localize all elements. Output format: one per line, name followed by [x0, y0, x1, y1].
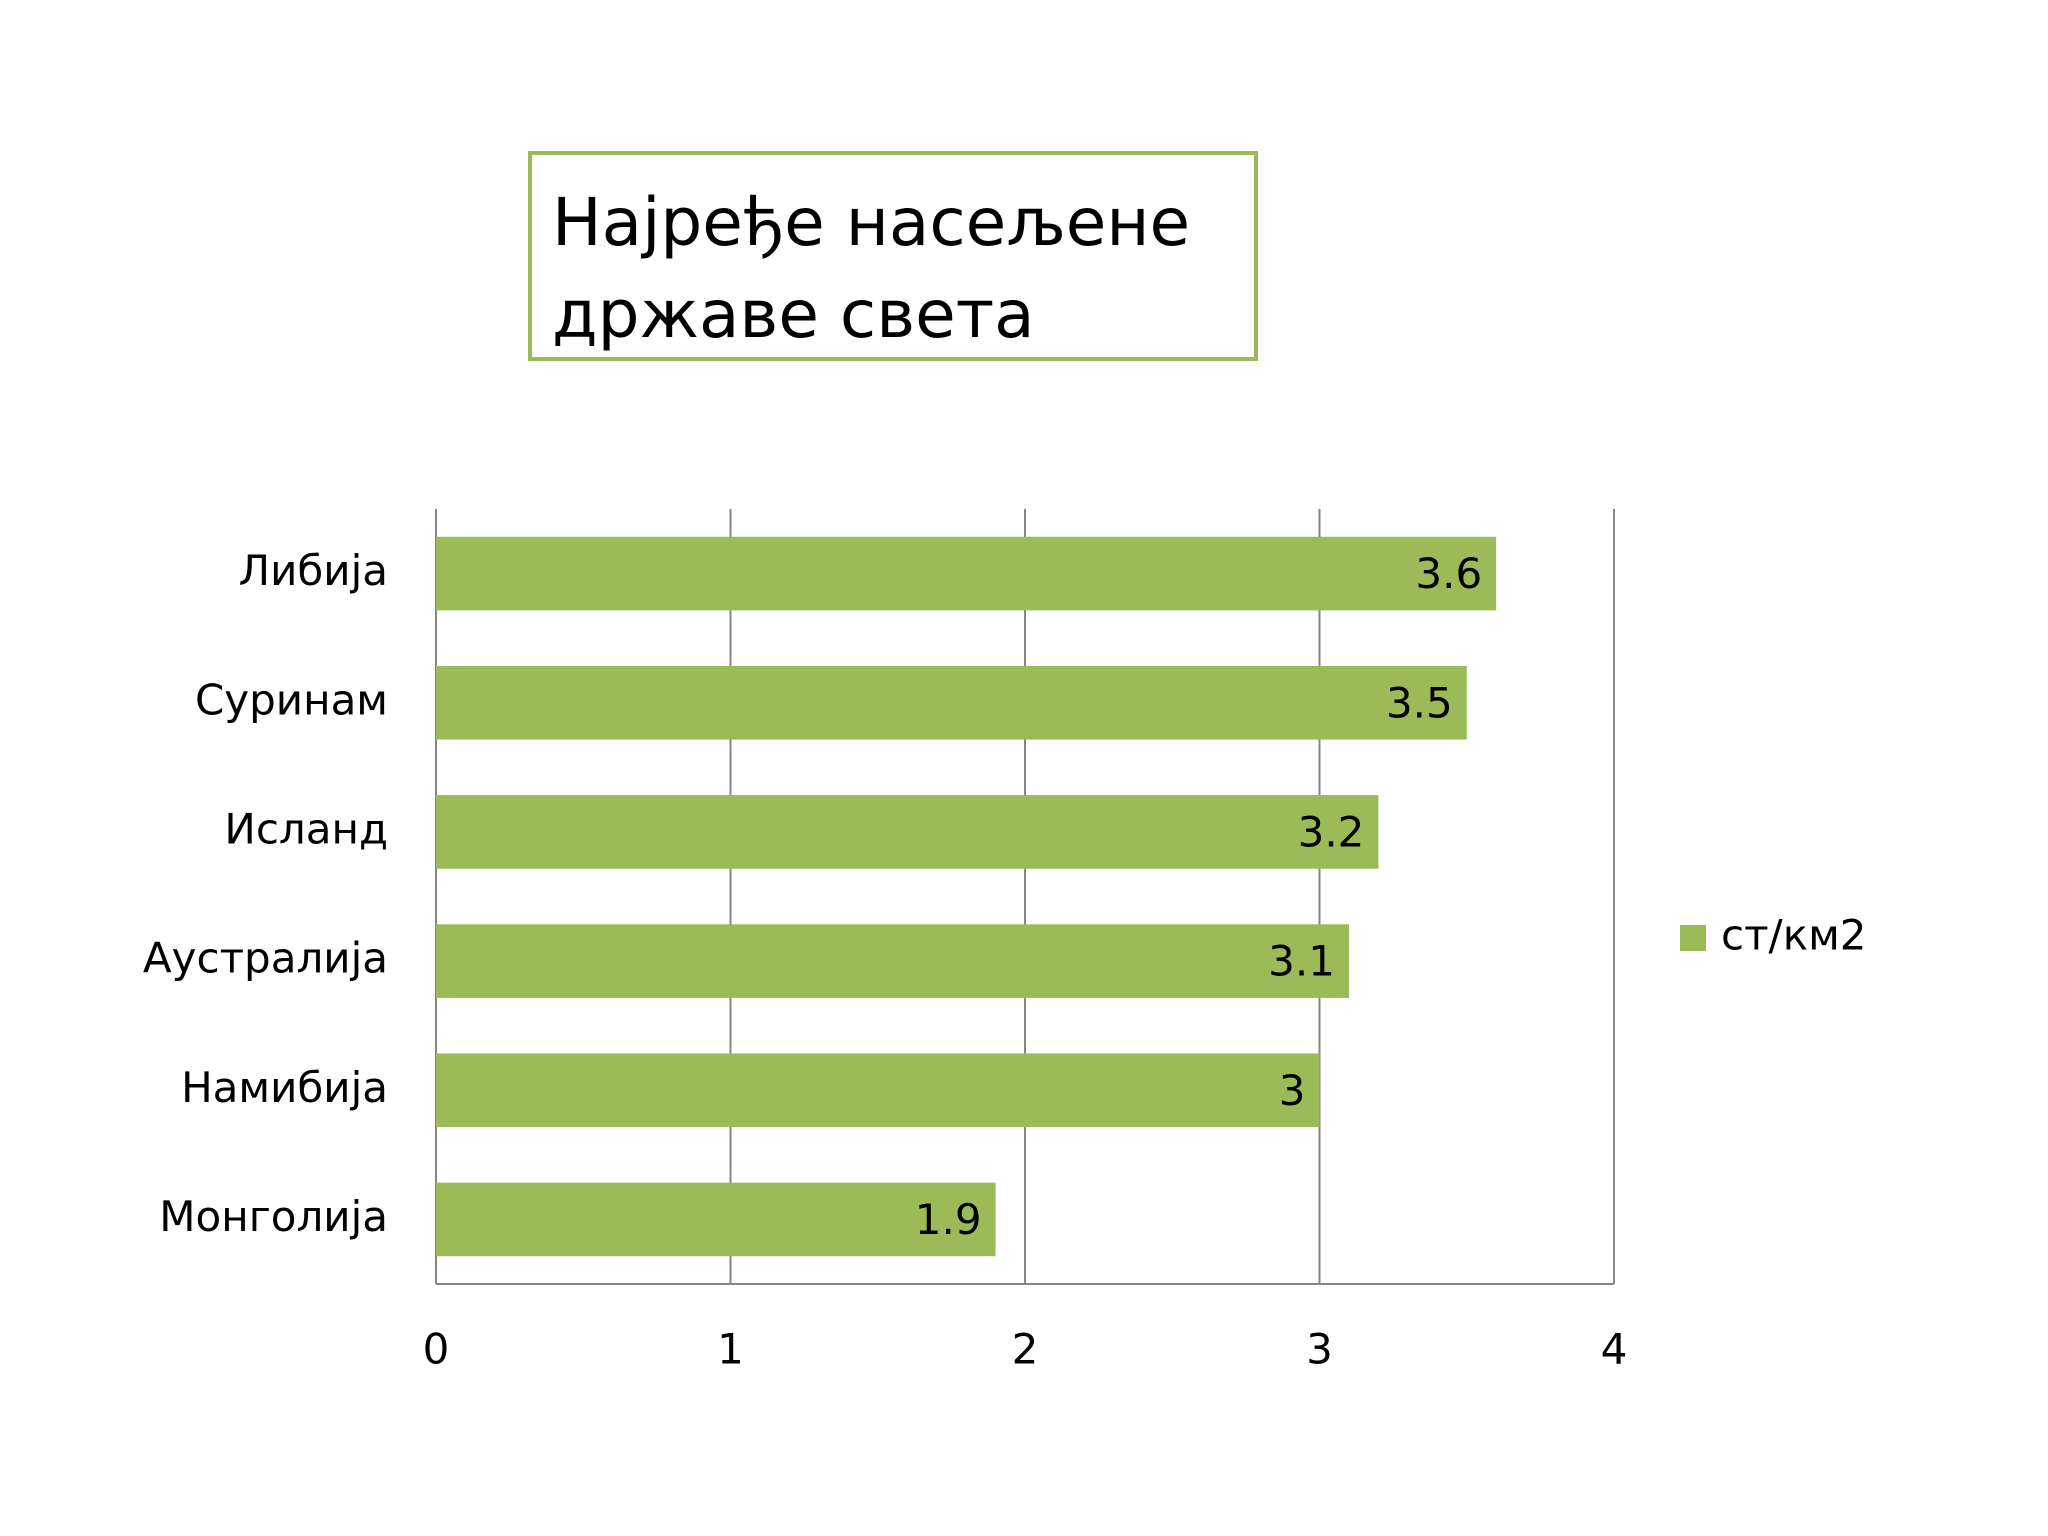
data-label: 3.1	[1268, 937, 1335, 986]
bar	[436, 1182, 996, 1257]
y-tick-label: Суринам	[195, 675, 388, 724]
x-tick-label: 2	[1012, 1325, 1039, 1374]
bar	[436, 1053, 1320, 1128]
x-tick-label: 0	[423, 1325, 450, 1374]
data-label: 3.6	[1415, 549, 1482, 598]
x-tick-label: 4	[1601, 1325, 1628, 1374]
bar	[436, 665, 1467, 740]
data-label: 3	[1279, 1066, 1306, 1115]
y-tick-label: Исланд	[224, 804, 388, 853]
legend-swatch	[1680, 925, 1706, 951]
bar	[436, 924, 1349, 998]
bar	[436, 536, 1497, 611]
legend-label: ст/км2	[1721, 911, 1866, 960]
bar	[436, 795, 1379, 869]
data-label: 1.9	[915, 1195, 982, 1244]
x-tick-label: 3	[1306, 1325, 1333, 1374]
y-tick-label: Намибија	[181, 1063, 388, 1112]
data-label: 3.5	[1386, 678, 1453, 727]
data-label: 3.2	[1298, 807, 1365, 856]
y-tick-label: Аустралија	[143, 934, 388, 983]
chart-title: Најређе насељене државе света	[528, 151, 1258, 361]
y-tick-label: Монголија	[159, 1192, 388, 1241]
y-tick-label: Либија	[239, 546, 388, 595]
x-tick-label: 1	[717, 1325, 744, 1374]
